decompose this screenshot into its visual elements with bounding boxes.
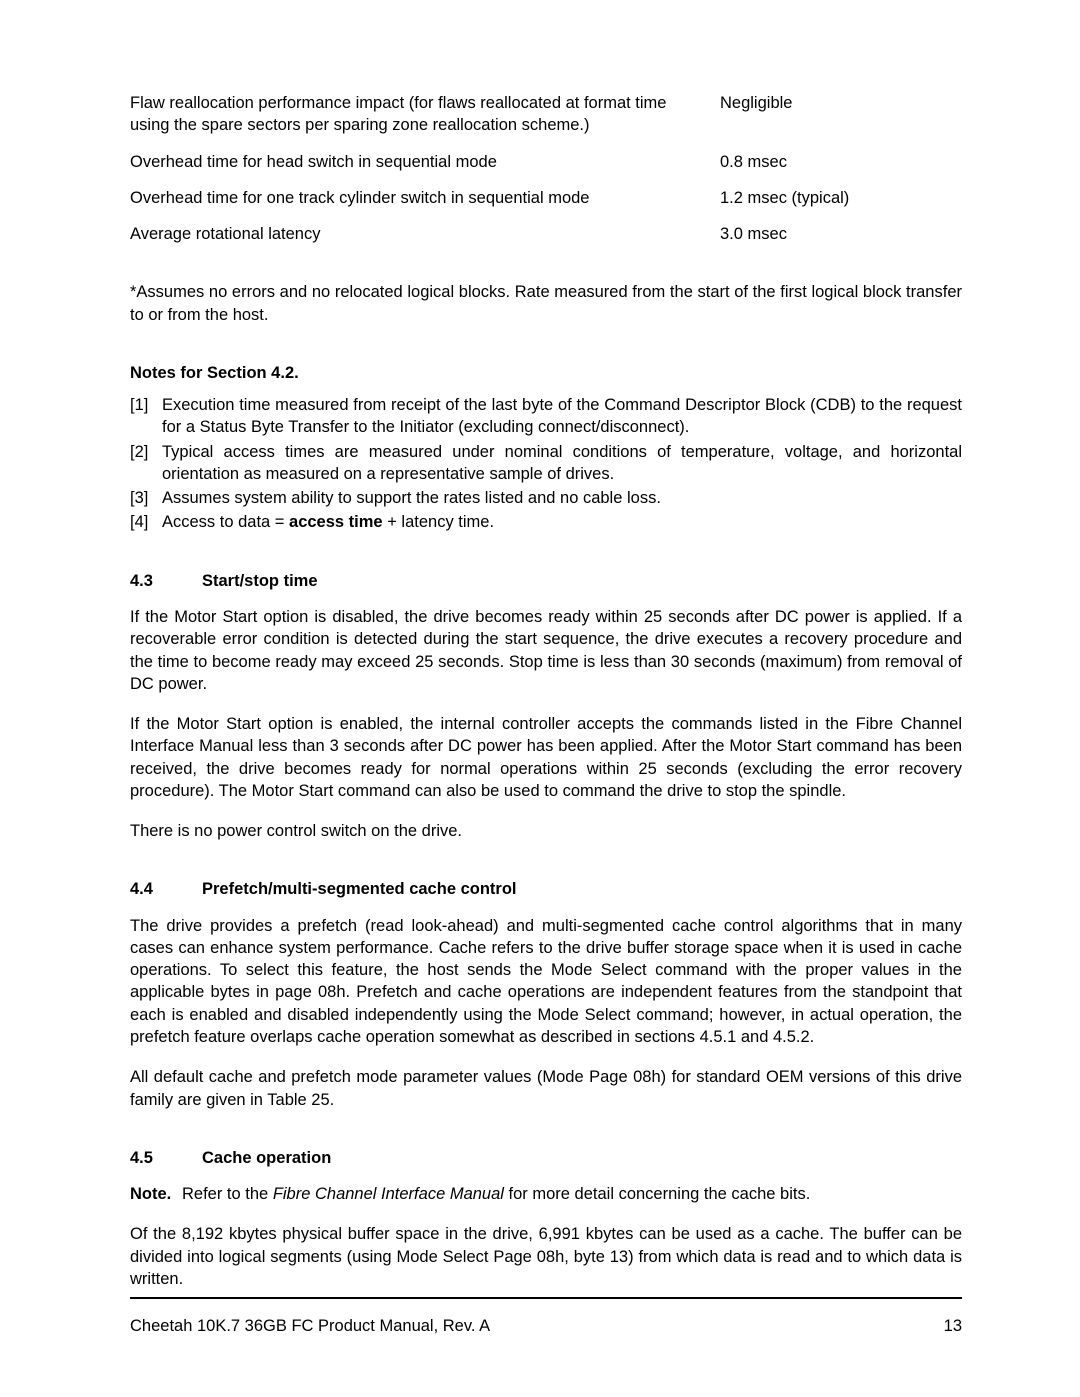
paragraph: There is no power control switch on the … (130, 820, 962, 842)
note-row: [4] Access to data = access time + laten… (130, 511, 962, 533)
section-heading-45: 4.5 Cache operation (130, 1147, 962, 1169)
section-heading-44: 4.4 Prefetch/multi-segmented cache contr… (130, 878, 962, 900)
paragraph: The drive provides a prefetch (read look… (130, 915, 962, 1049)
note-row: [3] Assumes system ability to support th… (130, 487, 962, 509)
spec-row: Overhead time for one track cylinder swi… (130, 187, 962, 209)
note-number: [4] (130, 511, 162, 533)
section-title: Prefetch/multi-segmented cache control (202, 878, 517, 900)
spec-value: Negligible (720, 92, 962, 137)
note-text: Access to data = access time + latency t… (162, 511, 962, 533)
spec-label: Overhead time for head switch in sequent… (130, 151, 720, 173)
note-row: [1] Execution time measured from receipt… (130, 394, 962, 439)
notes-heading: Notes for Section 4.2. (130, 362, 962, 384)
note-text: Typical access times are measured under … (162, 441, 962, 486)
spec-label: Flaw reallocation performance impact (fo… (130, 92, 720, 137)
footer-rule (130, 1297, 962, 1299)
spec-label: Overhead time for one track cylinder swi… (130, 187, 720, 209)
asterisk-footnote: *Assumes no errors and no relocated logi… (130, 281, 962, 326)
spec-row: Flaw reallocation performance impact (fo… (130, 92, 962, 137)
note-line: Note. Refer to the Fibre Channel Interfa… (130, 1183, 962, 1205)
note-text: Execution time measured from receipt of … (162, 394, 962, 439)
footer-left: Cheetah 10K.7 36GB FC Product Manual, Re… (130, 1315, 490, 1337)
note-label: Note. (130, 1183, 182, 1205)
footer-line: Cheetah 10K.7 36GB FC Product Manual, Re… (130, 1315, 962, 1337)
page-footer: Cheetah 10K.7 36GB FC Product Manual, Re… (130, 1297, 962, 1337)
note-pre: Refer to the (182, 1185, 273, 1203)
spec-table: Flaw reallocation performance impact (fo… (130, 92, 962, 245)
asterisk-footnote-text: *Assumes no errors and no relocated logi… (130, 281, 962, 326)
spec-value: 1.2 msec (typical) (720, 187, 962, 209)
section-heading-43: 4.3 Start/stop time (130, 570, 962, 592)
note-number: [1] (130, 394, 162, 439)
note-number: [3] (130, 487, 162, 509)
paragraph: All default cache and prefetch mode para… (130, 1066, 962, 1111)
paragraph: If the Motor Start option is enabled, th… (130, 713, 962, 802)
spec-row: Overhead time for head switch in sequent… (130, 151, 962, 173)
spec-label: Average rotational latency (130, 223, 720, 245)
section-number: 4.5 (130, 1147, 202, 1169)
section-title: Cache operation (202, 1147, 331, 1169)
note-body: Refer to the Fibre Channel Interface Man… (182, 1183, 810, 1205)
paragraph: If the Motor Start option is disabled, t… (130, 606, 962, 695)
page-number: 13 (944, 1315, 962, 1337)
paragraph: Of the 8,192 kbytes physical buffer spac… (130, 1223, 962, 1290)
section-title: Start/stop time (202, 570, 318, 592)
note-post: for more detail concerning the cache bit… (504, 1185, 810, 1203)
section-number: 4.3 (130, 570, 202, 592)
spec-value: 0.8 msec (720, 151, 962, 173)
note-pre: Access to data = (162, 513, 289, 531)
section-number: 4.4 (130, 878, 202, 900)
note-number: [2] (130, 441, 162, 486)
note-italic: Fibre Channel Interface Manual (273, 1185, 504, 1203)
spec-value: 3.0 msec (720, 223, 962, 245)
note-row: [2] Typical access times are measured un… (130, 441, 962, 486)
note-text: Assumes system ability to support the ra… (162, 487, 962, 509)
note-post: + latency time. (383, 513, 494, 531)
note-bold: access time (289, 513, 383, 531)
spec-row: Average rotational latency 3.0 msec (130, 223, 962, 245)
